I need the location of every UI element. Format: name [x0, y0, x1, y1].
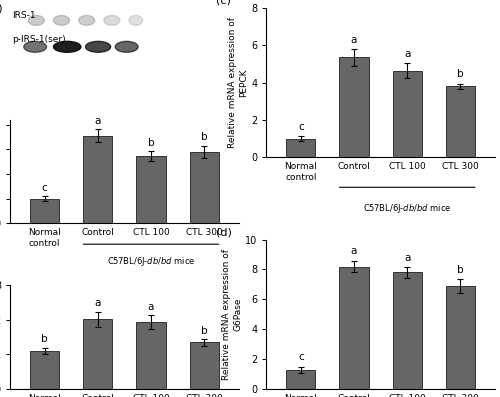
Text: a: a — [404, 253, 410, 263]
Y-axis label: Relative mRNA expression of
PEPCK: Relative mRNA expression of PEPCK — [228, 17, 248, 148]
Bar — [392, 71, 422, 157]
Text: a: a — [94, 116, 101, 126]
Text: b: b — [457, 69, 464, 79]
Bar — [136, 322, 166, 389]
Bar — [392, 272, 422, 389]
Text: a: a — [148, 302, 154, 312]
Y-axis label: Relative mRNA expression of
G6Pase: Relative mRNA expression of G6Pase — [222, 249, 242, 380]
Text: c: c — [298, 122, 304, 132]
Ellipse shape — [86, 41, 110, 52]
Bar — [190, 152, 219, 224]
Bar — [30, 351, 59, 389]
Ellipse shape — [24, 41, 46, 52]
Text: C57BL/6J-$\it{db/bd}$ mice: C57BL/6J-$\it{db/bd}$ mice — [363, 202, 452, 215]
Ellipse shape — [78, 15, 94, 25]
Text: b: b — [457, 265, 464, 275]
Bar — [30, 198, 59, 224]
Bar — [83, 319, 112, 389]
Text: p-IRS-1(ser): p-IRS-1(ser) — [12, 35, 66, 44]
Bar — [446, 87, 475, 157]
Text: (d): (d) — [216, 227, 232, 238]
Text: b: b — [201, 133, 207, 143]
Ellipse shape — [104, 15, 120, 25]
Ellipse shape — [129, 15, 142, 25]
Bar — [286, 370, 316, 389]
Bar — [340, 266, 368, 389]
Text: (c): (c) — [216, 0, 231, 6]
Bar — [190, 342, 219, 389]
Ellipse shape — [115, 41, 138, 52]
Bar — [340, 58, 368, 157]
Ellipse shape — [28, 15, 44, 25]
Text: C57BL/6J-$\it{db/bd}$ mice: C57BL/6J-$\it{db/bd}$ mice — [106, 254, 195, 268]
Text: c: c — [42, 183, 48, 193]
Bar — [83, 136, 112, 224]
Text: a: a — [404, 48, 410, 59]
Bar — [286, 139, 316, 157]
Text: a: a — [351, 246, 357, 256]
Text: a: a — [351, 35, 357, 44]
Text: IRS-1: IRS-1 — [12, 12, 36, 20]
Text: b: b — [148, 138, 154, 148]
Text: (a): (a) — [0, 4, 2, 14]
Text: c: c — [298, 352, 304, 362]
Text: b: b — [201, 326, 207, 336]
Text: b: b — [42, 334, 48, 345]
Bar — [446, 286, 475, 389]
Text: a: a — [94, 299, 101, 308]
Ellipse shape — [54, 15, 70, 25]
Bar — [136, 156, 166, 224]
Ellipse shape — [54, 41, 81, 52]
